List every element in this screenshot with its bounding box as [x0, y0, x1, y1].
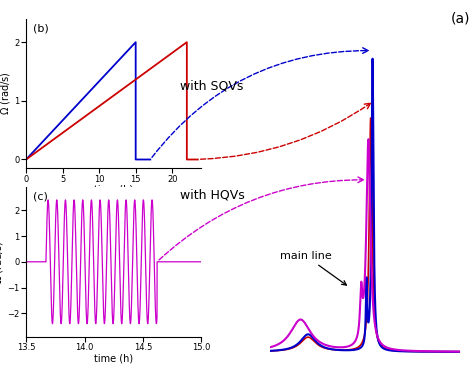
Text: with SQVs: with SQVs — [180, 80, 244, 93]
Y-axis label: $\Omega$ (rad/s): $\Omega$ (rad/s) — [0, 240, 5, 284]
Text: (b): (b) — [33, 23, 49, 33]
Text: (a): (a) — [450, 11, 470, 25]
Text: with HQVs: with HQVs — [180, 188, 245, 201]
X-axis label: time (h): time (h) — [94, 185, 133, 195]
Text: main line: main line — [280, 251, 346, 285]
Text: satellite: satellite — [109, 301, 172, 335]
Y-axis label: $\Omega$ (rad/s): $\Omega$ (rad/s) — [0, 71, 12, 116]
X-axis label: time (h): time (h) — [94, 353, 133, 363]
Text: (c): (c) — [33, 191, 48, 202]
